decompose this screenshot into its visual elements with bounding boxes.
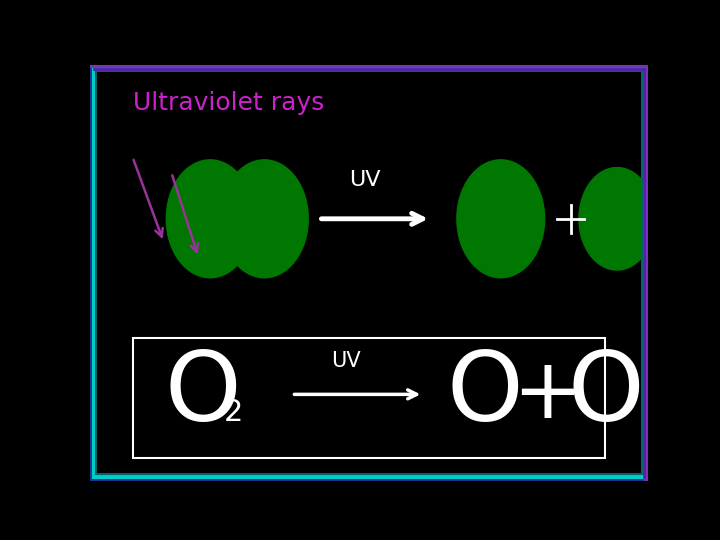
Text: +: + — [512, 354, 582, 435]
Text: UV: UV — [331, 351, 361, 372]
Ellipse shape — [456, 159, 545, 279]
Text: O: O — [164, 348, 240, 441]
Ellipse shape — [166, 159, 255, 279]
Ellipse shape — [220, 159, 309, 279]
Bar — [132, 338, 606, 457]
Text: UV: UV — [349, 170, 381, 190]
Text: Ultraviolet rays: Ultraviolet rays — [132, 91, 324, 116]
Text: O: O — [447, 348, 523, 441]
Text: 2: 2 — [224, 399, 243, 427]
Text: O: O — [567, 348, 644, 441]
Ellipse shape — [578, 167, 656, 271]
